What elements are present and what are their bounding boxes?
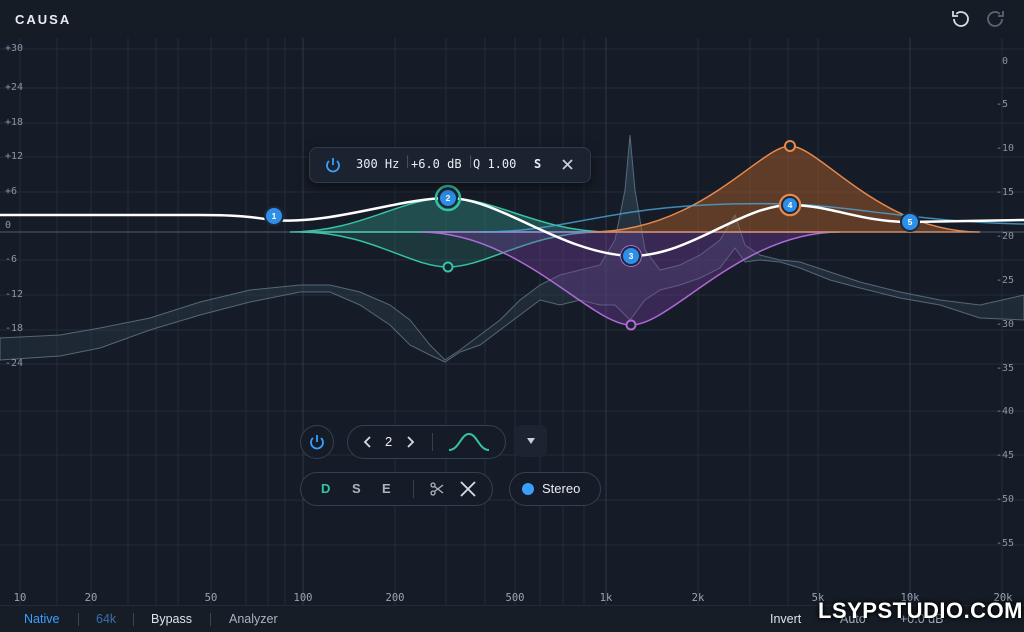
- x-label: 10: [13, 592, 27, 604]
- stereo-mode-button[interactable]: Stereo: [509, 472, 601, 506]
- band-node-teal-cut[interactable]: [442, 261, 454, 273]
- band-node-4-ring: [778, 193, 802, 217]
- bottom-bar: Native 64k Bypass Analyzer Invert Auto +…: [0, 605, 1024, 632]
- y-label-right: -10: [996, 143, 1015, 154]
- app-logo: CAUSA: [15, 12, 72, 27]
- bypass-button[interactable]: Bypass: [151, 612, 192, 626]
- y-label-right: -35: [996, 363, 1015, 374]
- mode-dynamic[interactable]: D: [321, 481, 331, 496]
- x-label: 50: [204, 592, 218, 604]
- band-gain[interactable]: +6.0 dB: [411, 157, 462, 171]
- analyzer-button[interactable]: Analyzer: [229, 612, 278, 626]
- y-label-right: -50: [996, 494, 1015, 505]
- close-icon[interactable]: [561, 158, 574, 171]
- band-tooltip: 300 Hz | +6.0 dB | Q 1.00 S: [309, 147, 591, 183]
- band-node-5[interactable]: 5: [900, 212, 920, 232]
- mode-selector: D S E: [300, 472, 493, 506]
- divider: [413, 480, 414, 498]
- band-selector: 2: [347, 425, 506, 459]
- y-label-left: -12: [5, 289, 24, 300]
- y-label-left: -24: [5, 358, 24, 369]
- x-label: 5k: [811, 592, 825, 604]
- divider: [210, 613, 211, 626]
- band-node-1[interactable]: 1: [264, 206, 284, 226]
- y-label-left: 0: [5, 220, 12, 231]
- delete-band-icon[interactable]: [459, 480, 477, 498]
- eq-display[interactable]: [0, 38, 1024, 605]
- chevron-left-icon[interactable]: [362, 435, 372, 449]
- analyzer-spectrum: [0, 134, 1024, 363]
- native-button[interactable]: Native: [24, 612, 60, 626]
- stereo-label: Stereo: [542, 481, 581, 496]
- y-label-left: +12: [5, 151, 24, 162]
- band-node-4[interactable]: 4: [781, 196, 799, 214]
- x-label: 100: [293, 592, 313, 604]
- divider: [78, 613, 79, 626]
- y-label-right: -40: [996, 406, 1015, 417]
- y-label-left: +30: [5, 43, 24, 54]
- band-power-button[interactable]: [300, 425, 334, 459]
- x-label: 2k: [691, 592, 705, 604]
- band-node-2-ring: [434, 184, 462, 212]
- top-bar: CAUSA: [0, 0, 1024, 38]
- y-label-left: -6: [5, 254, 18, 265]
- chevron-right-icon[interactable]: [406, 435, 416, 449]
- rate-button[interactable]: 64k: [96, 612, 117, 626]
- band-node-3[interactable]: 3: [621, 246, 641, 266]
- y-label-right: -15: [996, 187, 1015, 198]
- x-label: 1k: [599, 592, 613, 604]
- y-label-left: +24: [5, 82, 24, 93]
- redo-icon[interactable]: [984, 8, 1008, 30]
- y-label-left: -18: [5, 323, 24, 334]
- power-icon[interactable]: [324, 156, 342, 174]
- power-icon: [310, 435, 324, 450]
- caret-down-icon: [527, 438, 535, 444]
- tooltip-divider: |: [467, 154, 475, 168]
- x-label: 20k: [993, 592, 1013, 604]
- output-gain[interactable]: +0.0 dB: [900, 612, 944, 626]
- y-label-right: -45: [996, 450, 1015, 461]
- divider: [133, 613, 134, 626]
- y-label-right: 0: [1002, 56, 1009, 67]
- y-label-right: -20: [996, 231, 1015, 242]
- y-label-right: -5: [996, 99, 1009, 110]
- y-label-left: +6: [5, 186, 18, 197]
- solo-button[interactable]: S: [534, 157, 542, 171]
- y-label-right: -25: [996, 275, 1015, 286]
- band-number: 2: [385, 434, 393, 449]
- x-label: 10k: [900, 592, 920, 604]
- mode-side[interactable]: S: [352, 481, 361, 496]
- auto-button[interactable]: Auto: [840, 612, 866, 626]
- tooltip-divider: |: [404, 154, 412, 168]
- scissors-icon[interactable]: [430, 482, 444, 496]
- y-label-right: -30: [996, 319, 1015, 330]
- y-label-right: -55: [996, 538, 1015, 549]
- band-node-2[interactable]: 2: [438, 188, 458, 208]
- bell-filter-icon[interactable]: [447, 431, 491, 453]
- band-node-purple[interactable]: [625, 319, 637, 331]
- watermark: LSYPSTUDIO.COM: [818, 598, 1024, 623]
- band-node-orange[interactable]: [784, 140, 796, 152]
- band-menu-dropdown[interactable]: [515, 425, 547, 457]
- mode-extra[interactable]: E: [382, 481, 391, 496]
- y-label-left: +18: [5, 117, 24, 128]
- x-label: 200: [385, 592, 405, 604]
- x-label: 20: [84, 592, 98, 604]
- invert-button[interactable]: Invert: [770, 612, 802, 626]
- x-label: 500: [505, 592, 525, 604]
- divider: [432, 433, 433, 451]
- band-frequency[interactable]: 300 Hz: [356, 157, 400, 171]
- stereo-dot: [522, 483, 534, 495]
- band-q[interactable]: Q 1.00: [473, 157, 517, 171]
- undo-icon[interactable]: [948, 8, 972, 30]
